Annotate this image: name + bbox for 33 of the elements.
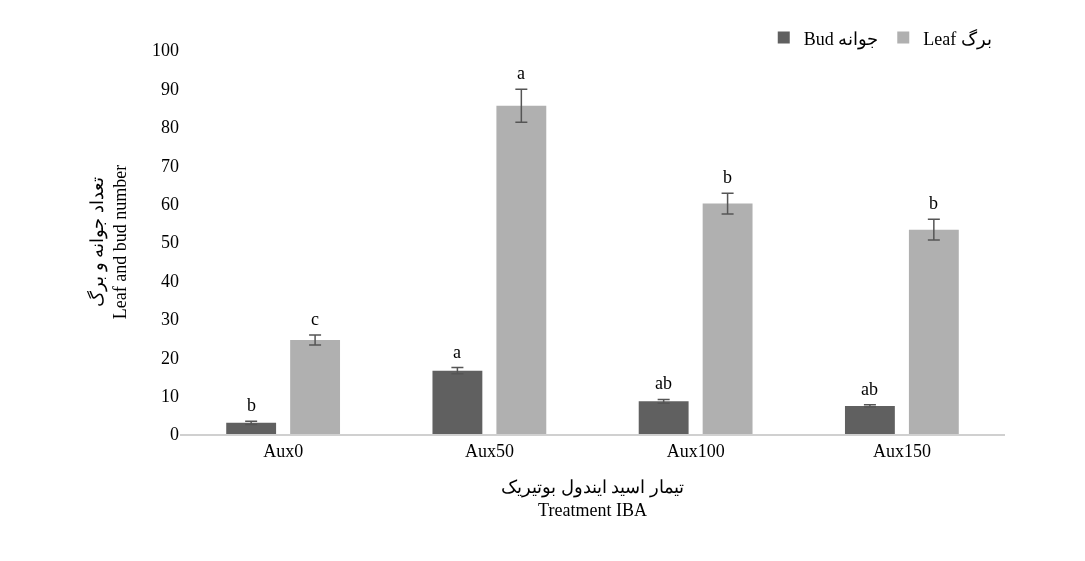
data-label: ab	[655, 373, 672, 393]
data-label: ab	[861, 379, 878, 399]
data-label: b	[247, 395, 256, 415]
x-tick-label: Aux100	[666, 441, 725, 462]
data-label: a	[517, 63, 525, 83]
y-tick-label: 30	[161, 309, 179, 330]
y-tick-label: 0	[170, 424, 179, 445]
data-label: b	[723, 167, 732, 187]
bar	[638, 401, 689, 434]
y-tick-label: 70	[161, 155, 179, 176]
y-tick-label: 50	[161, 232, 179, 253]
y-tick-label: 60	[161, 193, 179, 214]
legend-label: Bud جوانه	[803, 28, 879, 50]
data-label: b	[929, 193, 938, 213]
data-label: c	[311, 309, 319, 329]
bar	[844, 405, 895, 434]
y-tick-label: 40	[161, 270, 179, 291]
x-tick-label: Aux50	[464, 441, 514, 462]
y-tick-label: 20	[161, 347, 179, 368]
data-label: a	[453, 342, 461, 362]
y-tick-label: 80	[161, 117, 179, 138]
y-tick-label: 10	[161, 385, 179, 406]
bar	[908, 229, 959, 434]
x-tick-label: Aux150	[872, 441, 931, 462]
y-tick-label: 90	[161, 78, 179, 99]
bar	[432, 370, 483, 434]
bar	[226, 422, 277, 434]
x-tick-label: Aux0	[263, 441, 304, 462]
bar	[702, 203, 753, 434]
bar	[290, 339, 341, 434]
y-tick-label: 100	[152, 40, 179, 61]
bar	[496, 105, 547, 434]
legend-label: Leaf برگ	[923, 27, 992, 50]
